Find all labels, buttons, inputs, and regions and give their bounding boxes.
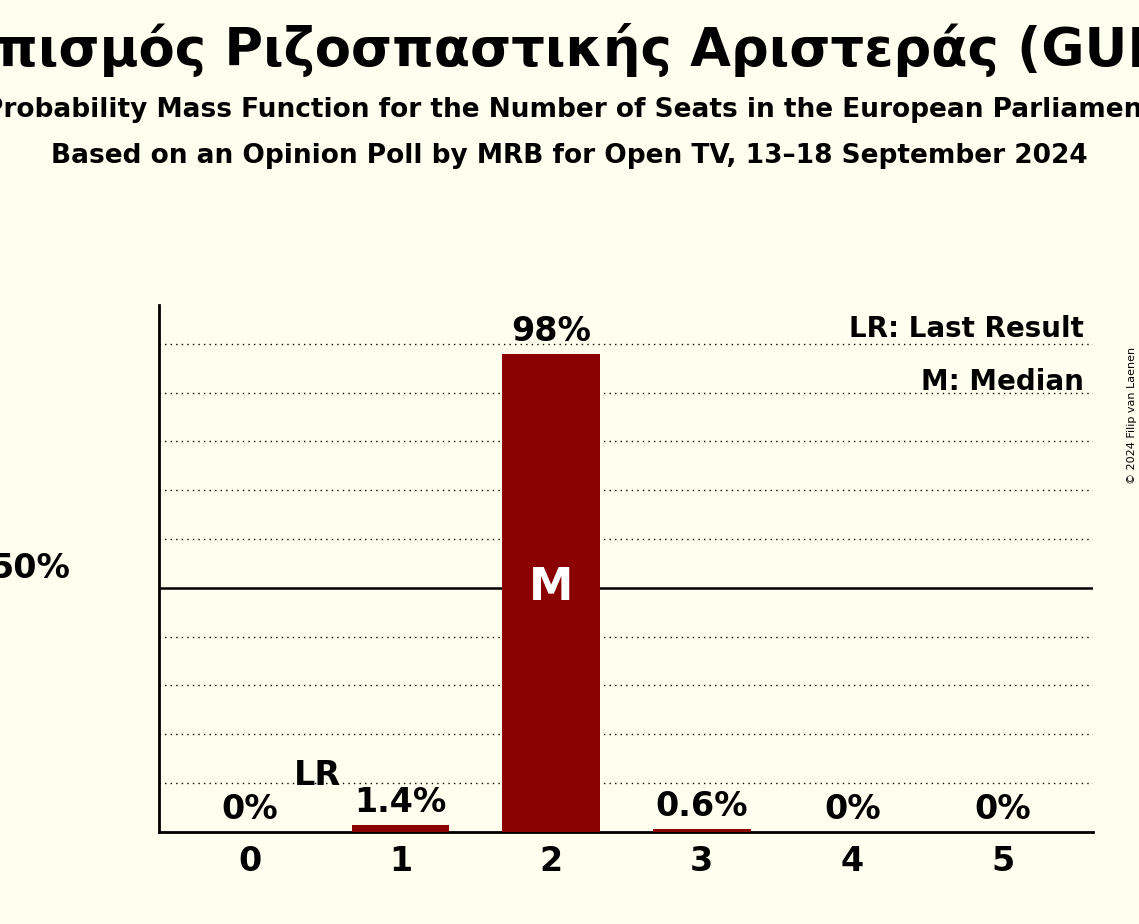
Text: © 2024 Filip van Laenen: © 2024 Filip van Laenen	[1126, 347, 1137, 484]
Text: Based on an Opinion Poll by MRB for Open TV, 13–18 September 2024: Based on an Opinion Poll by MRB for Open…	[51, 143, 1088, 169]
Text: 0%: 0%	[975, 793, 1032, 826]
Text: M: M	[528, 566, 573, 609]
Bar	[502, 354, 600, 832]
Text: M: Median: M: Median	[921, 368, 1084, 396]
Text: 98%: 98%	[511, 315, 591, 347]
Text: 50%: 50%	[0, 552, 71, 585]
Bar	[653, 829, 751, 832]
Text: 0%: 0%	[221, 793, 278, 826]
Text: 0%: 0%	[825, 793, 880, 826]
Text: Συνασπισμός Ριζοσπαστικής Αριστεράς (GUE/NGL): Συνασπισμός Ριζοσπαστικής Αριστεράς (GUE…	[0, 23, 1139, 77]
Text: 0.6%: 0.6%	[656, 790, 748, 822]
Bar	[352, 825, 450, 832]
Text: LR: Last Result: LR: Last Result	[850, 315, 1084, 344]
Text: 1.4%: 1.4%	[354, 786, 446, 819]
Text: LR: LR	[294, 759, 342, 792]
Text: Probability Mass Function for the Number of Seats in the European Parliament: Probability Mass Function for the Number…	[0, 97, 1139, 123]
